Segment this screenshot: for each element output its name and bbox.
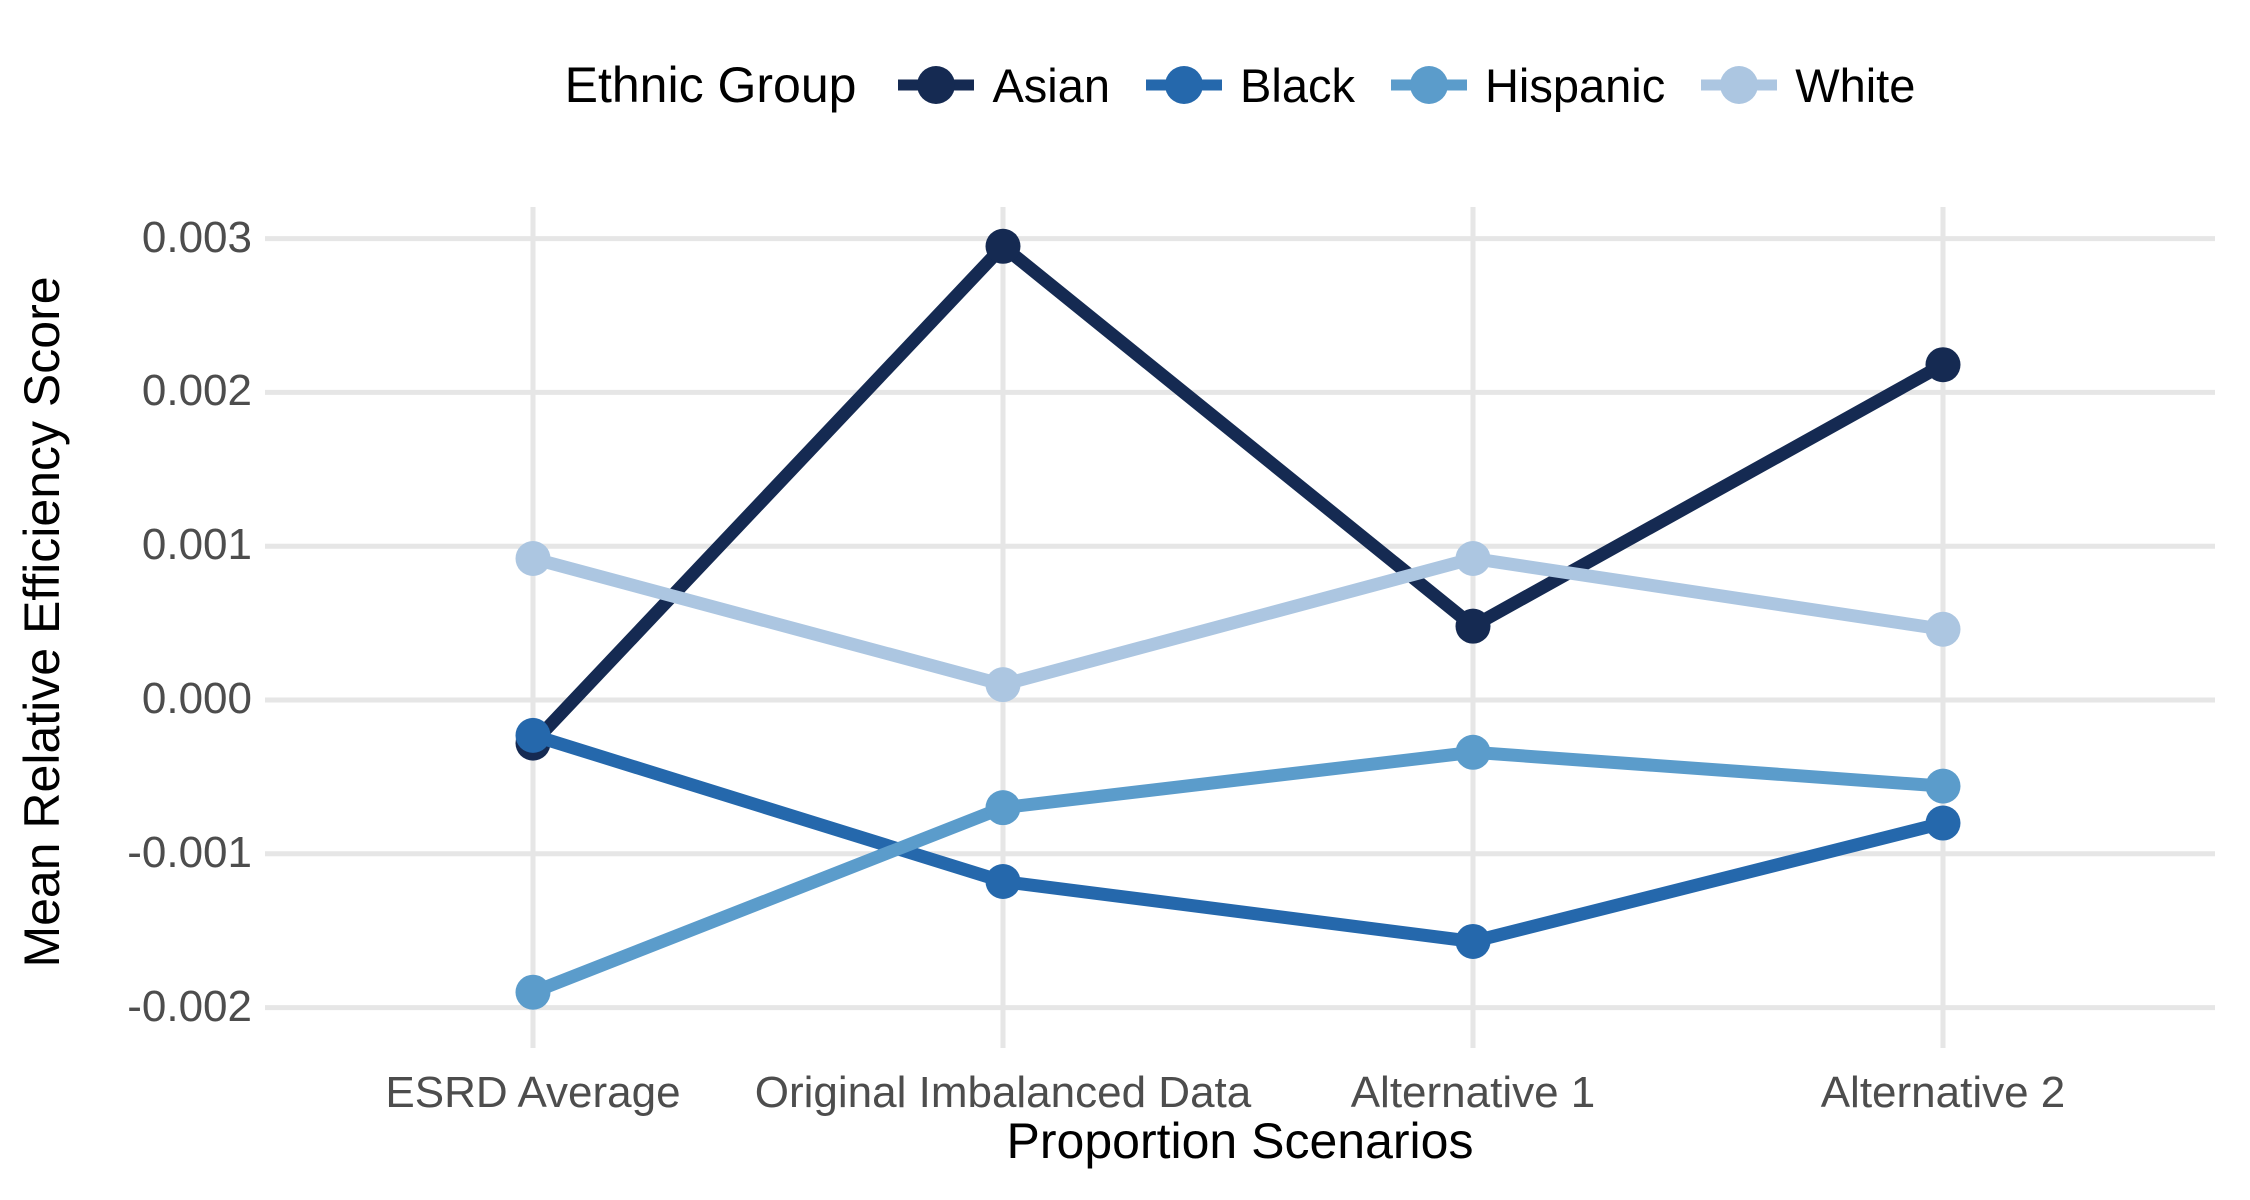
legend-item-black: Black — [1146, 58, 1355, 113]
data-point-hispanic-0 — [515, 974, 551, 1010]
legend-item-asian: Asian — [898, 58, 1110, 113]
legend-label: Hispanic — [1484, 58, 1666, 112]
series-line-black — [531, 729, 1945, 949]
y-tick-label-2: 0.001 — [141, 520, 252, 570]
legend-key-icon — [1390, 66, 1467, 104]
data-point-asian-2 — [1455, 608, 1491, 644]
series-line-asian — [528, 237, 1947, 748]
legend-label: Asian — [992, 58, 1111, 112]
legend-label: Black — [1240, 58, 1355, 112]
legend: Ethnic Group Asian Black Hispanic White — [265, 48, 2215, 122]
data-point-white-1 — [985, 667, 1021, 703]
series-line-white — [531, 551, 1944, 692]
legend-key-icon — [898, 66, 975, 104]
x-tick-label-2: Alternative 1 — [1350, 1068, 1596, 1117]
data-point-black-3 — [1925, 805, 1961, 841]
x-axis-title: Proportion Scenarios — [1006, 1113, 1474, 1169]
legend-label: White — [1795, 58, 1916, 112]
x-tick-label-1: Original Imbalanced Data — [754, 1068, 1252, 1117]
legend-title: Ethnic Group — [564, 57, 857, 113]
y-tick-label-5: -0.002 — [127, 981, 252, 1031]
y-tick-label-4: -0.001 — [127, 827, 252, 877]
data-point-white-2 — [1455, 541, 1491, 577]
legend-key-icon — [1701, 66, 1778, 104]
data-point-white-3 — [1925, 611, 1961, 647]
y-tick-label-0: 0.003 — [141, 212, 252, 262]
data-point-black-0 — [515, 717, 551, 753]
data-point-hispanic-2 — [1455, 734, 1491, 770]
data-point-black-1 — [985, 863, 1021, 899]
data-point-asian-1 — [985, 228, 1021, 264]
data-point-black-2 — [1455, 923, 1491, 959]
data-point-asian-3 — [1925, 347, 1961, 383]
y-tick-label-3: 0.000 — [141, 674, 252, 723]
x-tick-label-3: Alternative 2 — [1820, 1068, 2066, 1117]
data-point-hispanic-1 — [985, 790, 1021, 826]
series-line-hispanic — [530, 745, 1944, 999]
x-tick-label-0: ESRD Average — [385, 1068, 681, 1117]
legend-item-hispanic: Hispanic — [1390, 58, 1666, 113]
y-tick-label-1: 0.002 — [141, 366, 252, 416]
data-point-hispanic-3 — [1925, 768, 1961, 804]
data-point-white-0 — [515, 541, 551, 577]
legend-item-white: White — [1701, 58, 1915, 113]
legend-key-icon — [1146, 66, 1223, 104]
